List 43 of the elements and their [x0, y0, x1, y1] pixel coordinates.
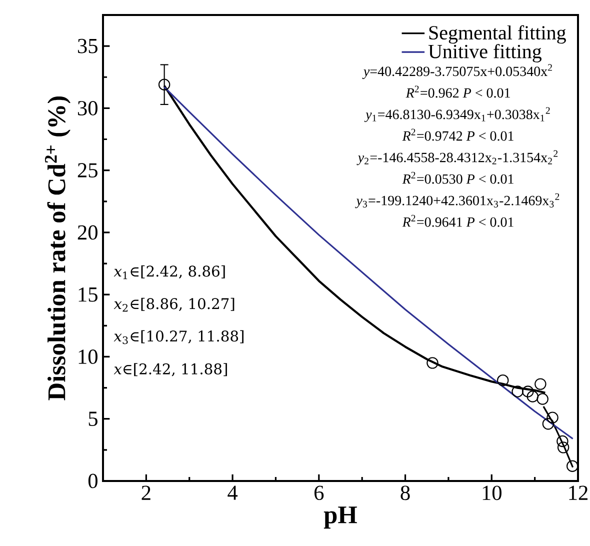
point	[566, 460, 578, 472]
x-tick-label: 8	[400, 486, 410, 500]
point	[556, 435, 568, 448]
annotation: x∈[2.42, 11.88]	[114, 363, 227, 376]
point	[158, 78, 170, 90]
x-axis-title: pH	[324, 506, 357, 529]
x-tick-label: 12	[569, 486, 588, 500]
legend-label: Segmental fitting	[429, 25, 566, 44]
annotation: y=40.42289-3.75075x+0.05340x$^{2}$	[362, 64, 552, 79]
y-tick-label: 20	[78, 225, 98, 240]
y-tick-label: 5	[88, 412, 98, 426]
y-tick-label: 30	[78, 101, 98, 116]
annotation: R$^{2}$=0.962 P < 0.01	[406, 86, 510, 98]
annotation: y$_{3}$=-199.1240+42.3601x$_{3}$-2.1469x$_{3}$2	[355, 193, 560, 208]
point	[496, 374, 509, 386]
annotation: x$_{1}$∈[2.42, 8.86]	[114, 265, 225, 280]
y-tick-label: 25	[78, 163, 98, 178]
annotation: R$^{2}$=0.0530 P < 0.01	[402, 172, 514, 184]
y-tick-label: 0	[88, 474, 98, 488]
point	[546, 412, 558, 424]
x-tick-label: 6	[314, 486, 324, 500]
annotation: x$_{2}$∈[8.86, 10.27]	[114, 298, 234, 312]
point	[526, 390, 539, 402]
x-tick-label: 10	[482, 486, 502, 500]
y-tick-label: 10	[78, 350, 98, 364]
point	[557, 442, 570, 454]
x-tick-label: 4	[228, 486, 238, 500]
y-tick-label: 35	[78, 38, 98, 54]
legend-label: Unitive fitting	[428, 44, 542, 62]
point	[522, 386, 534, 398]
annotation: y$_{1}$=46.8130-6.9349x$_{1}$+0.3038x$_{1}$2	[364, 107, 550, 122]
point	[542, 418, 554, 430]
point	[426, 357, 438, 369]
point	[512, 386, 524, 398]
annotation: y$_{2}$=-146.4558-28.4312x$_{2}$-1.3154x$_{2}$2	[356, 150, 558, 166]
annotation: x$_{3}$∈[10.27, 11.88]	[114, 330, 244, 344]
x-tick-label: 2	[142, 486, 150, 500]
point	[534, 378, 546, 390]
annotation: R$^{2}$=0.9641 P < 0.01	[402, 214, 514, 227]
y-axis-title: Dissolution rate of Cd$^{2+}$ (%)	[44, 96, 70, 400]
annotation: R$^{2}$=0.9742 P < 0.01	[402, 128, 514, 141]
point	[536, 393, 548, 405]
y-tick-label: 15	[78, 287, 98, 302]
